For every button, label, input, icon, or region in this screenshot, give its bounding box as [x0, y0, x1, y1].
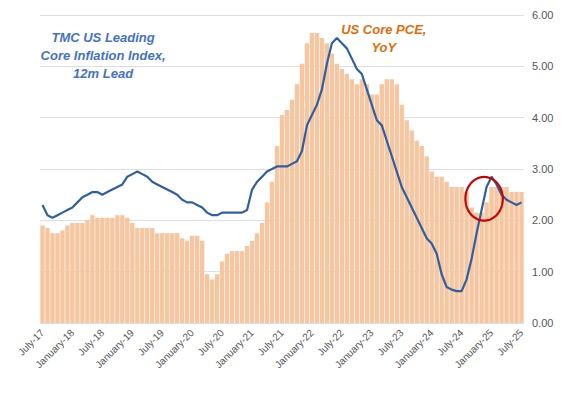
- svg-text:July-20: July-20: [195, 327, 226, 358]
- svg-text:1.00: 1.00: [532, 266, 553, 278]
- svg-text:YoY: YoY: [371, 40, 397, 55]
- svg-text:January-21: January-21: [213, 327, 256, 370]
- svg-text:6.00: 6.00: [532, 9, 553, 21]
- svg-text:TMC US Leading: TMC US Leading: [51, 30, 154, 45]
- svg-text:January-22: January-22: [273, 327, 316, 370]
- svg-text:5.00: 5.00: [532, 60, 553, 72]
- svg-text:July-22: July-22: [315, 327, 346, 358]
- svg-text:January-24: January-24: [392, 327, 435, 370]
- svg-text:Core Inflation Index,: Core Inflation Index,: [41, 48, 166, 63]
- svg-text:July-17: July-17: [15, 327, 47, 358]
- svg-text:July-19: July-19: [135, 327, 167, 358]
- svg-text:July-25: July-25: [495, 327, 526, 358]
- svg-text:January-20: January-20: [153, 327, 196, 370]
- svg-text:January-23: January-23: [333, 327, 376, 370]
- svg-text:July-24: July-24: [435, 327, 466, 358]
- svg-text:January-19: January-19: [93, 327, 136, 370]
- svg-text:12m Lead: 12m Lead: [73, 66, 134, 81]
- svg-text:0.00: 0.00: [532, 317, 553, 329]
- svg-text:July-21: July-21: [255, 327, 286, 358]
- svg-text:3.00: 3.00: [532, 163, 553, 175]
- svg-text:January-25: January-25: [452, 327, 495, 370]
- svg-text:US Core PCE,: US Core PCE,: [341, 22, 426, 37]
- svg-text:4.00: 4.00: [532, 112, 553, 124]
- svg-text:July-23: July-23: [375, 327, 406, 358]
- svg-text:July-18: July-18: [75, 327, 107, 358]
- svg-text:January-18: January-18: [33, 327, 76, 370]
- svg-text:2.00: 2.00: [532, 214, 553, 226]
